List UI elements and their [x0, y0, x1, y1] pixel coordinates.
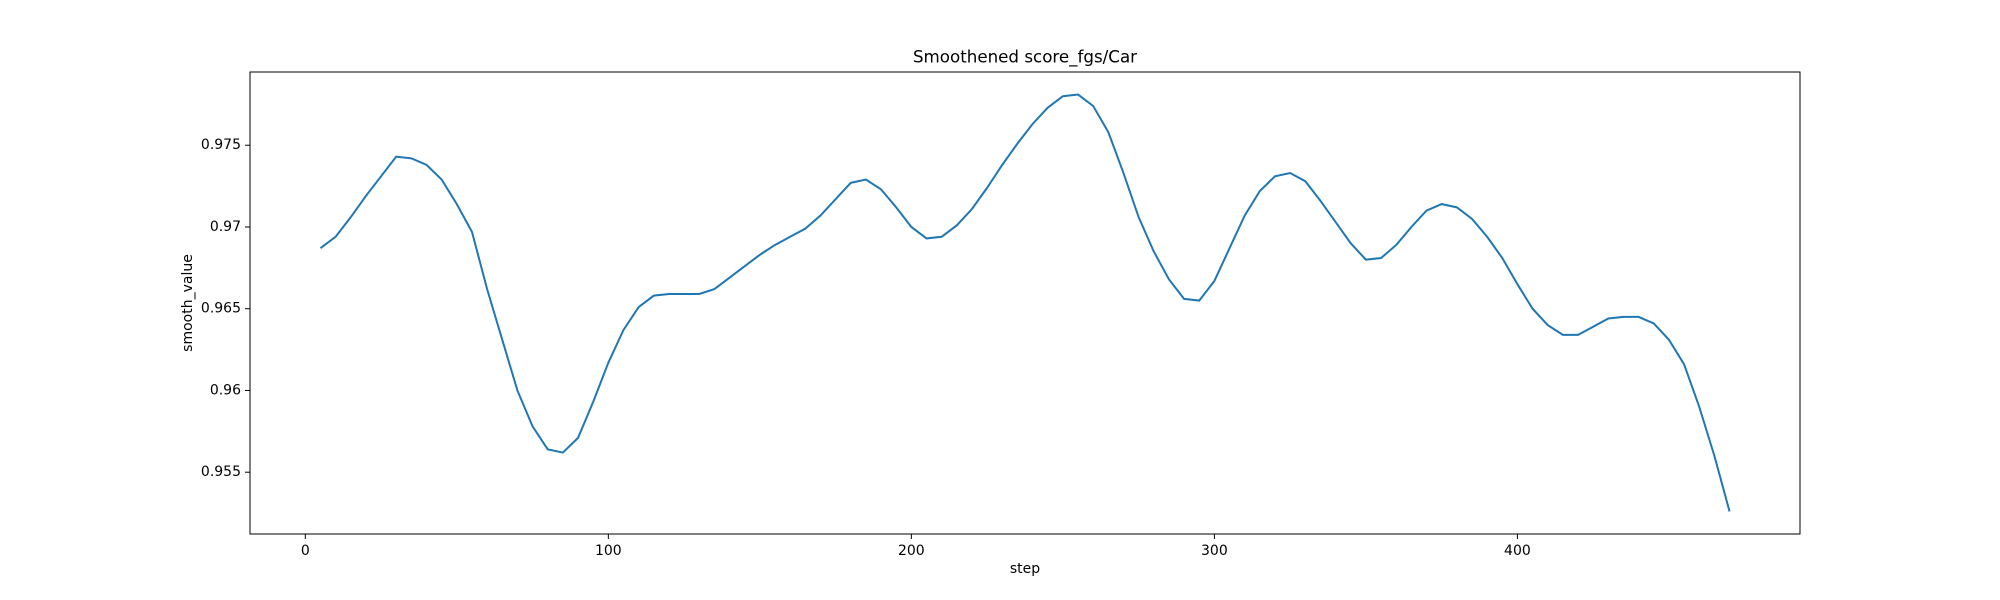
y-tick-label: 0.97: [210, 219, 241, 235]
y-tick-label: 0.975: [201, 137, 241, 153]
x-tick-label: 0: [301, 543, 310, 559]
y-tick-label: 0.965: [201, 301, 241, 317]
x-tick-label: 100: [595, 543, 622, 559]
x-tick-label: 200: [898, 543, 925, 559]
y-axis-label: smooth_value: [180, 254, 196, 352]
plot-frame: [249, 71, 1801, 535]
x-axis-label: step: [1010, 561, 1040, 577]
data-line: [319, 93, 1731, 512]
x-tick-label: 300: [1201, 543, 1228, 559]
chart-title: Smoothened score_fgs/Car: [913, 47, 1137, 68]
y-tick-label: 0.96: [210, 382, 241, 398]
y-tick-label: 0.955: [201, 464, 241, 480]
x-tick-label: 400: [1504, 543, 1531, 559]
